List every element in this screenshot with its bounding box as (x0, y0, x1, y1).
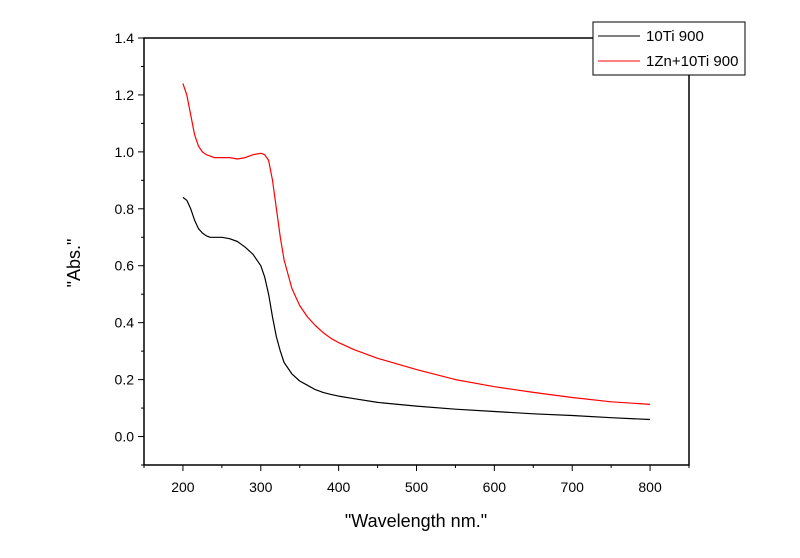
x-tick-label: 400 (327, 479, 351, 495)
y-axis-title: "Abs." (64, 239, 84, 288)
y-tick-label: 1.2 (115, 87, 135, 103)
x-tick-label: 800 (638, 479, 662, 495)
series-layer (182, 83, 651, 421)
x-axis-title: "Wavelength nm." (345, 511, 487, 531)
legend-box (592, 21, 746, 76)
x-tick-label: 300 (249, 479, 273, 495)
x-tick-label: 500 (405, 479, 429, 495)
legend-label-1zn-10ti-900: 1Zn+10Ti 900 (646, 53, 738, 70)
x-tick-label: 600 (483, 479, 507, 495)
series-line-0 (182, 196, 651, 421)
x-tick-label: 700 (561, 479, 585, 495)
series-line-1 (182, 83, 651, 405)
legend-label-10ti-900: 10Ti 900 (646, 28, 704, 45)
y-tick-label: 1.4 (115, 30, 135, 46)
y-tick-label: 0.2 (115, 372, 135, 388)
y-tick-label: 0.4 (115, 315, 135, 331)
legend: 10Ti 900 1Zn+10Ti 900 (592, 21, 746, 76)
y-tick-label: 0.8 (115, 201, 135, 217)
x-tick-label: 200 (171, 479, 195, 495)
y-tick-label: 0.6 (115, 258, 135, 274)
y-tick-label: 0.0 (115, 429, 135, 445)
axes: 200 300 400 500 600 700 800 0.0 0.2 0.4 0.6 0.8 1.0 1… (115, 30, 690, 495)
y-tick-label: 1.0 (115, 144, 135, 160)
